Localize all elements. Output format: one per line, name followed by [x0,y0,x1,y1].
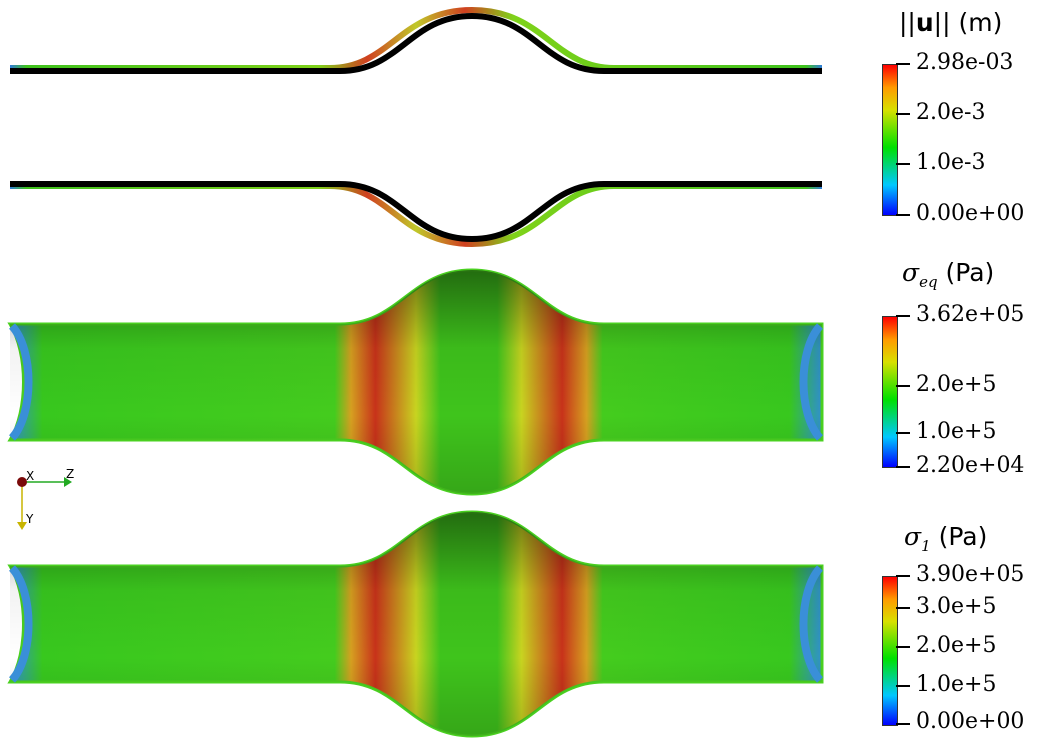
reference-outline-upper [10,12,822,74]
colorbar-label: 2.0e-3 [916,100,986,125]
colorbar-label: 1.0e+5 [916,672,997,697]
sigma-eq-vessel [7,268,824,496]
sigma-1-vessel [7,510,824,738]
colorbar-tick [896,607,910,609]
colorbar-tick [896,315,910,317]
colorbar-label: 2.0e+5 [916,372,997,397]
colorbar-tick [896,63,910,65]
colorbar-tick [896,466,910,468]
colorbar-tick [896,723,910,725]
colorbar-tick [896,163,910,165]
colorbar-label: 3.0e+5 [916,594,997,619]
displacement-colorbar [882,64,898,216]
sigma-eq-colorbar-title: σeq (Pa) [902,258,995,291]
colorbar-tick [896,685,910,687]
axis-y-label: Y [25,512,34,526]
colorbar-tick [896,113,910,115]
displacement-lower-wall [10,181,822,248]
displacement-colorbar-title: ||u|| (m) [899,8,1003,37]
colorbar-tick [896,646,910,648]
colorbar-label: 3.90e+05 [916,562,1025,587]
colorbar-label: 2.20e+04 [916,453,1025,478]
colorbar-label: 2.98e-03 [916,50,1014,75]
colorbar-tick [896,385,910,387]
colorbar-label: 0.00e+00 [916,201,1025,226]
orientation-axes-widget: X Z Y [17,467,74,530]
colorbar-label: 1.0e-3 [916,150,986,175]
colorbar-label: 2.0e+5 [916,633,997,658]
sigma-1-colorbar [882,576,898,726]
colorbar-tick [896,575,910,577]
colorbar-tick [896,214,910,216]
colorbar-label: 3.62e+05 [916,302,1025,327]
sigma-eq-colorbar [882,316,898,468]
colorbar-tick [896,432,910,434]
colorbar-label: 1.0e+5 [916,419,997,444]
axis-z-label: Z [66,467,74,481]
displacement-upper-wall [10,6,822,74]
colorbar-label: 0.00e+00 [916,709,1025,734]
sigma-1-colorbar-title: σ1 (Pa) [904,522,988,555]
reference-outline-lower [10,181,822,243]
axis-x-label: X [26,469,34,483]
